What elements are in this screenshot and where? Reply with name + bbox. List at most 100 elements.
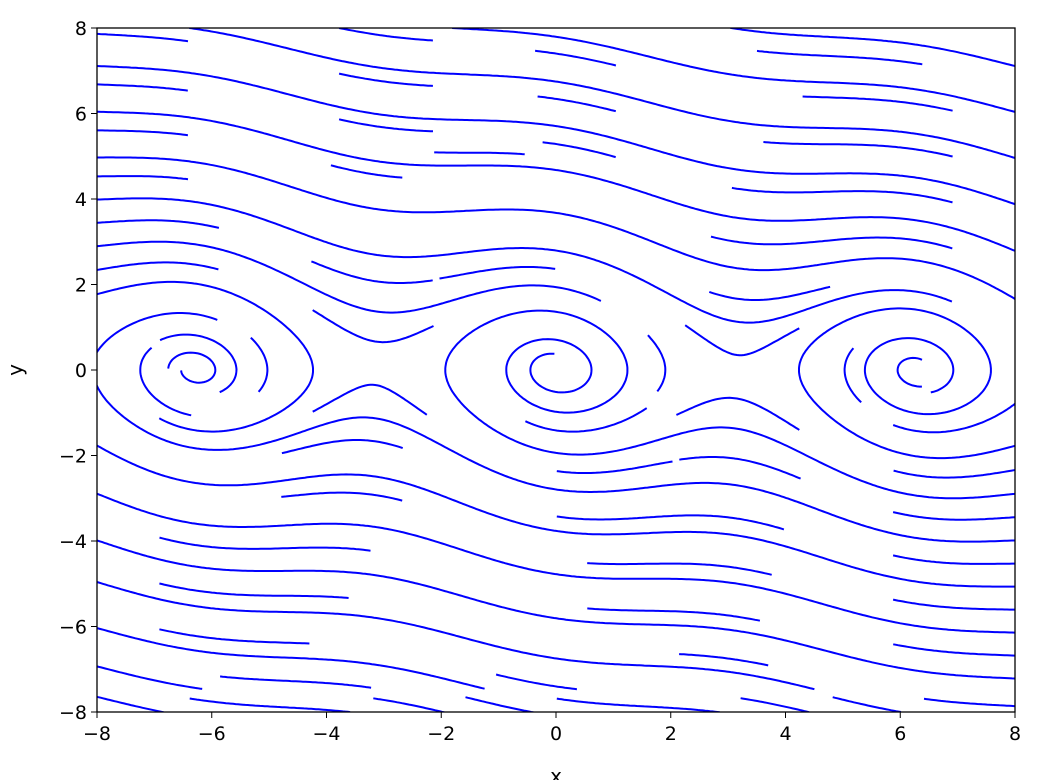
streamline	[189, 28, 1015, 159]
y-tick-label: 0	[75, 360, 87, 382]
streamline	[97, 280, 314, 433]
streamline	[730, 28, 1015, 68]
streamline	[893, 469, 1015, 479]
streamline	[556, 514, 785, 531]
streamline	[892, 554, 1015, 565]
streamline	[97, 240, 602, 314]
x-tick-label: 6	[894, 723, 906, 745]
x-tick-label: −6	[198, 723, 226, 745]
y-tick-label: 6	[75, 104, 87, 126]
streamline	[708, 285, 831, 301]
streamline	[444, 309, 1015, 500]
y-tick-label: −8	[59, 702, 87, 724]
streamline	[159, 333, 238, 394]
streamline	[679, 653, 769, 667]
streamline	[97, 384, 1015, 543]
streamline	[587, 607, 761, 622]
y-tick-label: −6	[59, 617, 87, 639]
x-tick-label: 0	[550, 723, 562, 745]
y-tick-label: 8	[75, 18, 87, 40]
streamline	[97, 32, 189, 43]
streamline	[843, 347, 862, 404]
streamline	[676, 396, 800, 431]
streamline	[338, 72, 433, 87]
streamline	[97, 83, 188, 92]
streamline	[338, 118, 434, 133]
streamline	[763, 141, 953, 158]
streamline	[189, 697, 351, 712]
x-tick-label: −8	[83, 723, 111, 745]
streamline	[534, 49, 617, 67]
x-tick-label: −4	[312, 723, 340, 745]
streamline	[679, 456, 801, 480]
streamline	[537, 95, 617, 113]
y-axis: −8 −6 −4 −2 0 2 4 6 8	[59, 18, 97, 724]
streamline	[587, 562, 772, 576]
streamline	[139, 346, 192, 417]
streamline	[524, 407, 648, 433]
streamlines	[97, 28, 1015, 712]
streamline	[97, 626, 485, 690]
streamline	[97, 219, 220, 229]
streamline	[892, 402, 1015, 434]
streamline	[97, 581, 815, 691]
streamline	[802, 95, 953, 112]
streamline	[97, 110, 1015, 252]
streamline	[97, 156, 1015, 300]
streamline	[892, 511, 1015, 521]
streamline	[219, 675, 372, 689]
streamline	[434, 151, 525, 156]
streamline	[373, 697, 445, 712]
streamline	[740, 697, 810, 712]
x-axis-label: x	[550, 764, 562, 780]
streamline	[556, 697, 720, 712]
streamline	[97, 312, 218, 353]
streamline	[97, 665, 203, 690]
streamline	[250, 336, 269, 393]
streamline	[311, 260, 433, 284]
streamline	[97, 197, 953, 324]
streamline	[97, 129, 189, 137]
y-tick-label: 4	[75, 189, 87, 211]
streamline	[97, 261, 219, 271]
streamline	[97, 444, 1015, 588]
x-tick-label: 8	[1009, 723, 1021, 745]
x-tick-label: −2	[427, 723, 455, 745]
streamline	[647, 334, 667, 392]
streamline	[159, 582, 349, 599]
streamline	[97, 695, 165, 712]
streamline	[465, 696, 534, 712]
y-tick-label: 2	[75, 275, 87, 297]
x-tick-label: 2	[665, 723, 677, 745]
streamline	[97, 175, 189, 181]
streamline	[281, 439, 404, 455]
streamline	[923, 697, 1015, 708]
streamline	[97, 65, 1015, 206]
streamline	[159, 628, 310, 645]
streamline	[892, 598, 1015, 611]
y-tick-label: −4	[59, 531, 87, 553]
streamline	[731, 186, 953, 204]
y-axis-label: y	[3, 364, 27, 376]
streamline	[495, 673, 578, 691]
streamline	[439, 266, 556, 280]
streamline	[542, 141, 616, 159]
streamline	[97, 492, 1015, 634]
y-tick-label: −2	[59, 446, 87, 468]
streamline	[452, 28, 1015, 114]
streamline	[756, 49, 923, 66]
streamline	[556, 460, 673, 474]
streamline	[684, 324, 800, 357]
x-axis: −8 −6 −4 −2 0 2 4 6 8	[83, 712, 1021, 745]
streamline	[281, 491, 403, 502]
streamline	[798, 307, 1015, 460]
streamline	[312, 309, 434, 344]
streamline	[710, 235, 953, 250]
streamline	[330, 164, 403, 179]
streamline	[832, 696, 902, 712]
streamline	[312, 383, 428, 416]
streamline	[159, 536, 371, 552]
streamline	[893, 643, 1015, 657]
streamline	[167, 351, 217, 384]
